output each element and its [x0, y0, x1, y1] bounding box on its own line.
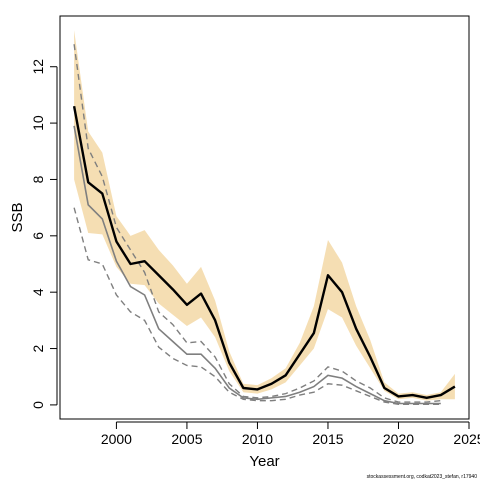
y-tick-label: 2 — [30, 344, 46, 352]
axes-layer: 2000 2005 2010 2015 2020 2025 0 2 4 6 8 10 12 — [30, 59, 480, 447]
x-tick-label: 2020 — [383, 431, 414, 447]
estimate-line — [72, 105, 456, 400]
y-tick-label: 4 — [30, 288, 46, 296]
y-tick-label: 0 — [30, 401, 46, 409]
series-lines-layer — [72, 44, 456, 406]
plot-frame — [59, 15, 470, 420]
y-tick-label: 6 — [30, 232, 46, 240]
x-tick-label: 2010 — [242, 431, 273, 447]
previous-lower-line — [73, 207, 441, 406]
previous-estimate-line — [73, 125, 441, 405]
x-tick-label: 2005 — [171, 431, 202, 447]
y-tick-label: 10 — [30, 115, 46, 131]
y-tick-label: 12 — [30, 59, 46, 75]
confidence-band-layer — [74, 30, 455, 401]
x-tick-label: 2025 — [453, 431, 480, 447]
confidence-band — [74, 30, 455, 401]
y-tick-label: 8 — [30, 175, 46, 183]
credit-text: stockassessment.org, codkat2023_stefan, … — [367, 474, 478, 480]
x-tick-label: 2000 — [101, 431, 132, 447]
y-axis-title: SSB — [9, 202, 26, 232]
x-tick-label: 2015 — [312, 431, 343, 447]
previous-upper-line — [73, 44, 441, 403]
x-axis-title: Year — [249, 453, 279, 470]
